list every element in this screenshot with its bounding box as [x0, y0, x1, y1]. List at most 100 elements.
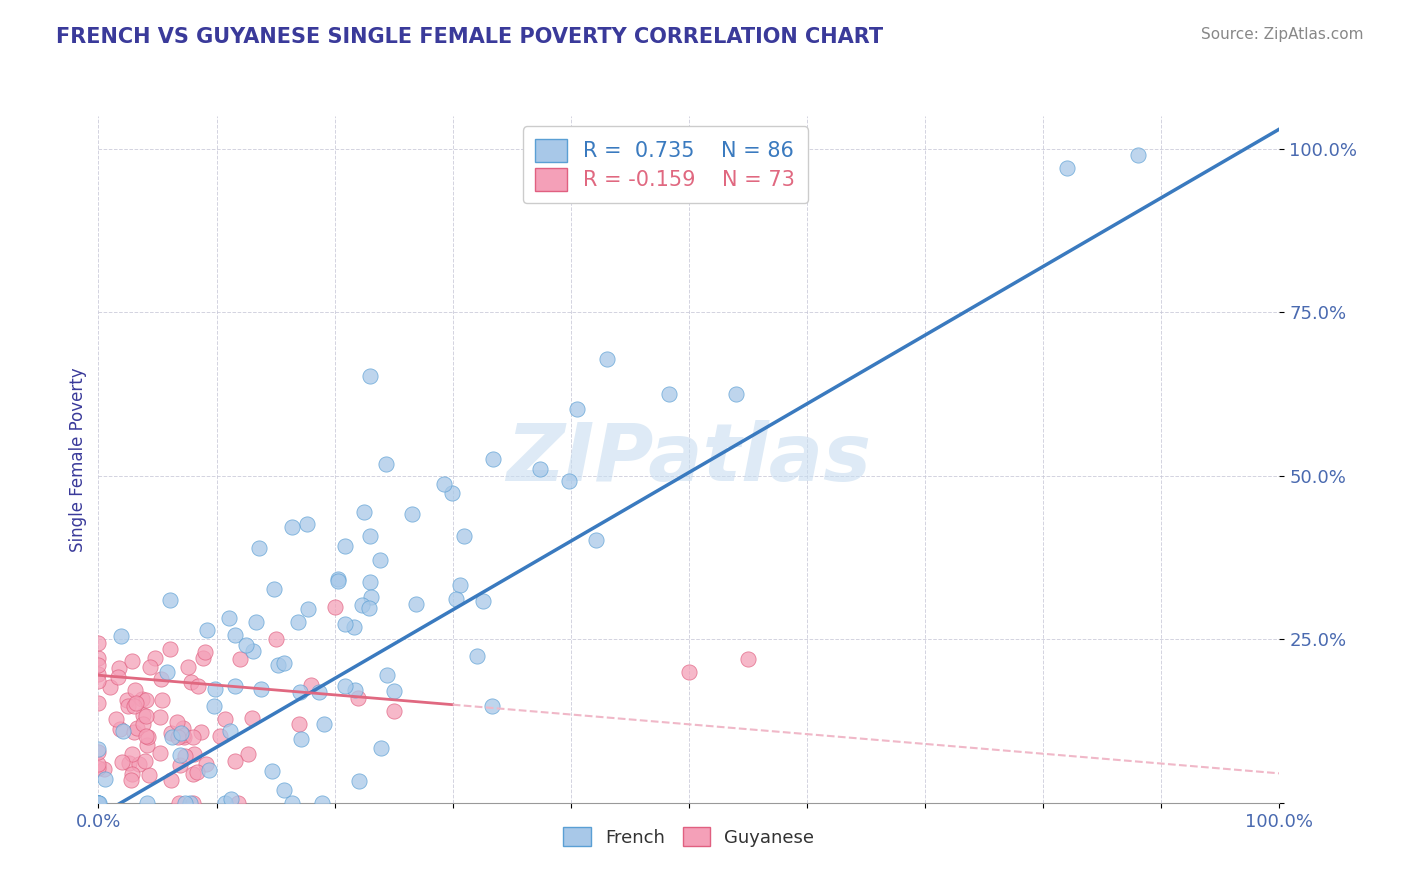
Point — [87, 757, 110, 772]
Point — [149, 710, 172, 724]
Point — [110, 629, 132, 643]
Point — [343, 619, 366, 633]
Point — [384, 683, 406, 698]
Point — [218, 724, 240, 739]
Point — [186, 764, 208, 779]
Point — [375, 668, 398, 682]
Point — [1126, 148, 1149, 162]
Point — [167, 730, 190, 744]
Point — [107, 670, 129, 684]
Point — [405, 597, 427, 611]
Point — [87, 796, 110, 810]
Text: FRENCH VS GUYANESE SINGLE FEMALE POVERTY CORRELATION CHART: FRENCH VS GUYANESE SINGLE FEMALE POVERTY… — [56, 27, 883, 46]
Point — [333, 679, 356, 693]
Point — [134, 754, 156, 768]
Point — [125, 721, 148, 735]
Point — [375, 457, 398, 471]
Point — [138, 660, 160, 674]
Point — [242, 643, 264, 657]
Point — [191, 651, 214, 665]
Point — [173, 730, 195, 744]
Point — [159, 642, 181, 657]
Point — [118, 756, 141, 770]
Point — [370, 741, 392, 756]
Point — [359, 528, 381, 542]
Point — [87, 667, 110, 681]
Point — [150, 692, 173, 706]
Point — [117, 698, 139, 713]
Point — [359, 574, 381, 589]
Point — [287, 615, 309, 629]
Point — [529, 462, 551, 476]
Point — [245, 615, 267, 629]
Point — [125, 696, 148, 710]
Point — [288, 717, 311, 731]
Point — [441, 486, 464, 500]
Point — [87, 742, 110, 756]
Point — [218, 611, 240, 625]
Point — [299, 678, 322, 692]
Point — [264, 632, 287, 647]
Point — [124, 682, 146, 697]
Point — [471, 594, 494, 608]
Point — [195, 756, 218, 771]
Point — [311, 796, 333, 810]
Point — [359, 368, 381, 383]
Point — [273, 782, 295, 797]
Point — [214, 712, 236, 726]
Point — [138, 768, 160, 782]
Point — [122, 724, 145, 739]
Point — [198, 764, 221, 778]
Point — [98, 681, 121, 695]
Point — [353, 505, 375, 519]
Point — [202, 698, 225, 713]
Point — [240, 711, 263, 725]
Point — [328, 572, 350, 586]
Legend: French, Guyanese: French, Guyanese — [554, 818, 824, 855]
Point — [678, 665, 700, 679]
Point — [323, 599, 346, 614]
Point — [382, 704, 405, 718]
Point — [87, 696, 110, 710]
Point — [359, 600, 381, 615]
Point — [173, 749, 195, 764]
Point — [131, 692, 153, 706]
Point — [87, 657, 110, 672]
Point — [135, 729, 157, 743]
Point — [120, 772, 142, 787]
Point — [194, 644, 217, 658]
Point — [350, 599, 373, 613]
Point — [160, 773, 183, 788]
Point — [180, 674, 202, 689]
Point — [179, 796, 201, 810]
Point — [135, 708, 157, 723]
Point — [481, 699, 503, 714]
Point — [314, 717, 336, 731]
Point — [235, 638, 257, 652]
Point — [482, 451, 505, 466]
Text: Source: ZipAtlas.com: Source: ZipAtlas.com — [1201, 27, 1364, 42]
Point — [368, 553, 391, 567]
Point — [187, 679, 209, 693]
Point — [121, 654, 143, 668]
Point — [360, 591, 382, 605]
Point — [181, 766, 204, 780]
Point — [159, 593, 181, 607]
Point — [169, 796, 191, 810]
Point — [121, 767, 143, 781]
Point — [132, 708, 155, 723]
Point — [585, 533, 607, 548]
Text: ZIPatlas: ZIPatlas — [506, 420, 872, 499]
Point — [128, 757, 150, 772]
Point — [138, 730, 160, 744]
Point — [219, 792, 242, 806]
Point — [347, 774, 370, 789]
Point — [224, 628, 246, 642]
Point — [112, 723, 135, 738]
Point — [308, 684, 330, 698]
Point — [87, 796, 110, 810]
Point — [169, 747, 191, 762]
Point — [658, 386, 681, 401]
Point — [177, 660, 200, 674]
Point — [160, 730, 183, 744]
